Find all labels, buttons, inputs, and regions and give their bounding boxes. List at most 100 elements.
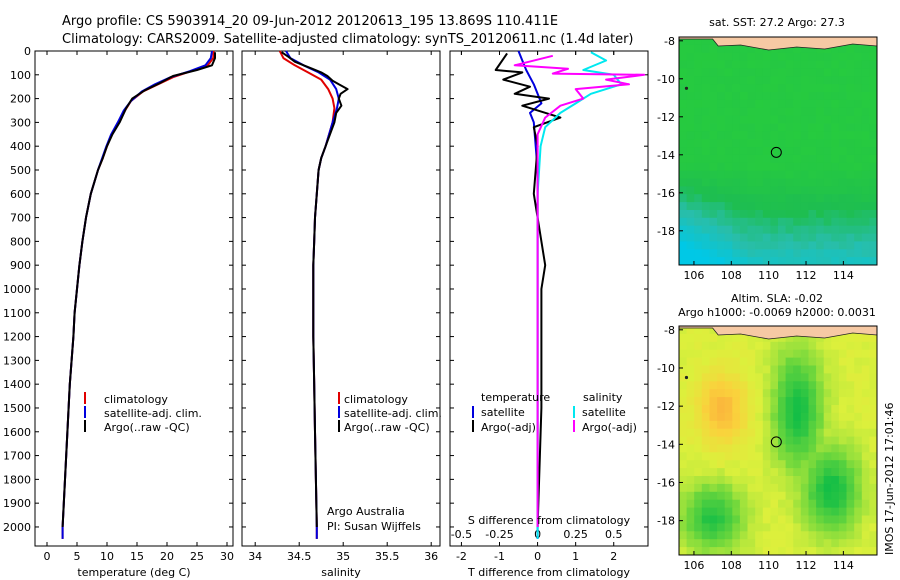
salinity-axes [241, 50, 441, 547]
map-cell [747, 99, 756, 109]
map-cell [732, 68, 741, 77]
map-cell [846, 76, 855, 85]
map-cell [732, 44, 741, 54]
map-cell [701, 381, 710, 390]
map-cell [732, 341, 741, 351]
map-cell [732, 531, 741, 540]
map-cell [831, 225, 840, 235]
map-cell [869, 412, 877, 422]
map-cell [861, 483, 870, 493]
map-cell [869, 389, 877, 398]
map-cell [846, 357, 855, 367]
map-cell [686, 115, 695, 125]
map-cell [785, 365, 794, 374]
map-cell [846, 202, 855, 211]
map-cell [816, 349, 825, 359]
map-cell [816, 381, 825, 390]
map-cell [724, 92, 733, 101]
map-cell [694, 202, 703, 211]
map-cell [762, 52, 771, 62]
y-tick-label: 700 [10, 212, 31, 225]
map-cell [778, 507, 787, 517]
map-cell [869, 349, 877, 359]
map-cell [816, 107, 825, 117]
map-cell [701, 68, 710, 77]
map-cell [686, 170, 695, 180]
map-cell [724, 178, 733, 187]
map-cell [861, 115, 870, 125]
map-cell [739, 341, 749, 351]
map-cell [755, 68, 764, 77]
map-cell [861, 476, 870, 485]
x-tick-label: 0 [44, 550, 51, 563]
map-cell [686, 210, 695, 219]
map-cell [778, 225, 787, 235]
map-cell [679, 397, 688, 406]
map-cell [686, 341, 695, 351]
map-cell [770, 452, 779, 461]
map-cell [709, 249, 718, 258]
map-cell [694, 365, 703, 374]
map-cell [861, 92, 870, 101]
map-cell [739, 154, 749, 164]
y-tick-label: 1000 [3, 283, 31, 296]
map-cell [755, 389, 764, 398]
map-cell [709, 397, 718, 406]
map-cell [854, 241, 863, 250]
map-cell [793, 389, 802, 398]
map-cell [846, 99, 855, 109]
map-cell [747, 162, 756, 172]
map-cell [762, 491, 771, 501]
map-cell [831, 194, 840, 203]
map-cell [808, 412, 817, 422]
map-cell [785, 341, 794, 351]
map-cell [679, 186, 688, 195]
map-cell [694, 225, 703, 235]
map-cell [785, 202, 794, 211]
map-cell [793, 210, 802, 219]
map-cell [770, 420, 779, 430]
map-cell [717, 365, 726, 374]
map-cell [816, 52, 825, 62]
map-cell [823, 60, 832, 70]
map-cell [717, 515, 726, 524]
map-cell [785, 249, 794, 258]
map-cell [800, 202, 809, 211]
map-cell [686, 225, 695, 235]
map-cell [694, 178, 703, 187]
map-cell [838, 99, 848, 109]
map-cell [831, 531, 840, 540]
map-cell [762, 539, 771, 548]
map-cell [686, 107, 695, 117]
map-cell [694, 241, 703, 250]
map-cell [838, 115, 848, 125]
map-cell [854, 499, 863, 509]
map-cell [755, 202, 764, 211]
map-cell [694, 131, 703, 140]
map-cell [701, 60, 710, 70]
x-tick-label: 34 [248, 550, 262, 563]
map-cell [793, 420, 802, 430]
map-cell [808, 365, 817, 374]
map-cell [739, 428, 749, 438]
map-cell [800, 452, 809, 461]
map-cell [762, 436, 771, 446]
map-cell [846, 210, 855, 219]
map-cell [869, 162, 877, 172]
map-cell [709, 241, 718, 250]
pi-note: PI: Susan Wijffels [327, 520, 421, 533]
map-cell [793, 233, 802, 243]
map-cell [762, 357, 771, 367]
map-cell [724, 233, 733, 243]
map-cell [854, 202, 863, 211]
map-cell [701, 115, 710, 125]
map-cell [854, 68, 863, 77]
map-cell [861, 178, 870, 187]
map-cell [747, 147, 756, 156]
map-cell [694, 428, 703, 438]
map-cell [800, 381, 809, 390]
map-cell [770, 491, 779, 501]
map-cell [694, 139, 703, 148]
map-cell [793, 170, 802, 180]
map-cell [709, 405, 718, 414]
